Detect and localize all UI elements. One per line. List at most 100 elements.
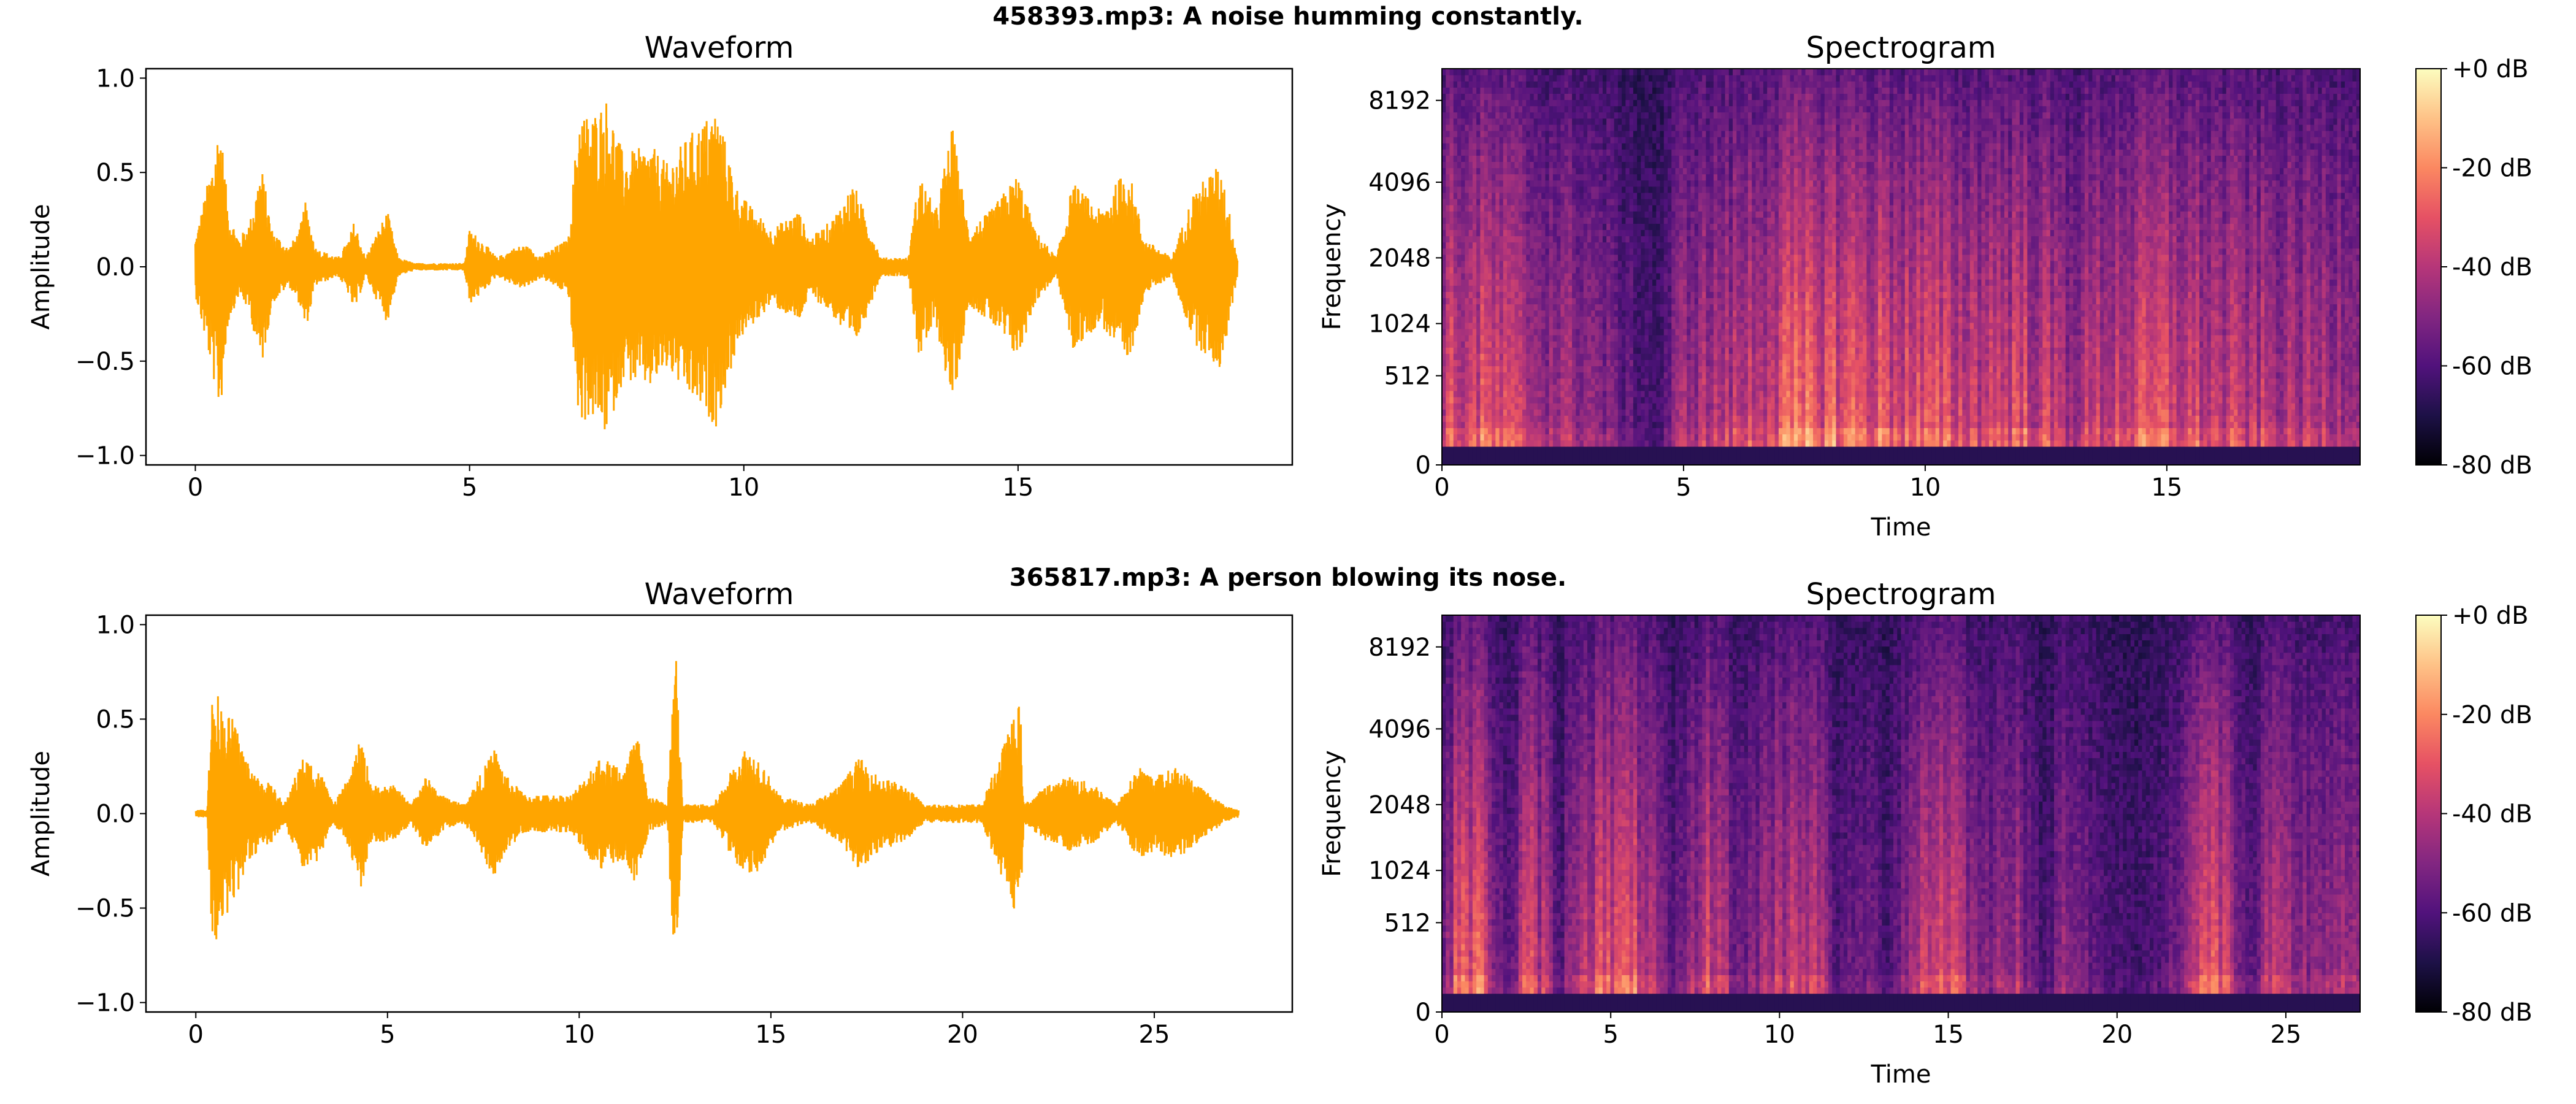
spectrogram-cell — [1656, 391, 1660, 397]
spectrogram-cell — [1702, 434, 1706, 441]
spectrogram-cell — [1530, 199, 1534, 205]
spectrogram-cell — [1580, 155, 1584, 162]
spectrogram-cell — [1702, 242, 1706, 249]
spectrogram-cell — [1633, 149, 1638, 156]
spectrogram-cell — [1729, 353, 1733, 360]
spectrogram-cell — [1618, 229, 1622, 236]
spectrogram-cell — [1515, 459, 1519, 466]
spectrogram-cell — [1469, 211, 1473, 218]
spectrogram-cell — [1515, 149, 1519, 156]
spectrogram-cell — [1660, 273, 1665, 280]
spectrogram-cell — [1664, 409, 1668, 416]
spectrogram-cell — [1595, 353, 1600, 360]
spectrogram-cell — [1484, 131, 1489, 137]
spectrogram-cell — [1695, 87, 1699, 94]
spectrogram-cell — [1706, 186, 1710, 193]
spectrogram-cell — [1698, 118, 1703, 125]
spectrogram-cell — [1698, 316, 1703, 323]
spectrogram-cell — [1560, 453, 1565, 459]
spectrogram-cell — [1519, 453, 1523, 459]
spectrogram-cell — [1660, 168, 1665, 175]
spectrogram-cell — [1495, 112, 1500, 119]
spectrogram-cell — [1446, 372, 1450, 379]
spectrogram-cell — [1495, 341, 1500, 348]
spectrogram-cell — [1484, 143, 1489, 150]
spectrogram-cell — [1599, 341, 1603, 348]
spectrogram-cell — [1622, 186, 1626, 193]
spectrogram-cell — [1675, 409, 1679, 416]
spectrogram-cell — [1649, 118, 1653, 125]
spectrogram-cell — [1660, 217, 1665, 224]
spectrogram-cell — [1530, 415, 1534, 422]
spectrogram-cell — [1690, 427, 1695, 434]
spectrogram-cell — [1733, 261, 1737, 267]
spectrogram-cell — [1584, 427, 1588, 434]
spectrogram-cell — [1557, 447, 1561, 453]
spectrogram-cell — [1473, 75, 1477, 82]
spectrogram-cell — [1671, 248, 1676, 255]
spectrogram-cell — [1484, 242, 1489, 249]
spectrogram-cell — [1480, 304, 1484, 311]
spectrogram-cell — [1476, 447, 1481, 453]
spectrogram-cell — [1729, 459, 1733, 466]
waveform-ytick-label: 0.5 — [96, 159, 135, 187]
spectrogram-cell — [1560, 149, 1565, 156]
spectrogram-cell — [1614, 391, 1619, 397]
spectrogram-cell — [1476, 310, 1481, 317]
spectrogram-cell — [1690, 131, 1695, 137]
spectrogram-cell — [1522, 391, 1527, 397]
spectrogram-cell — [1591, 267, 1595, 274]
spectrogram-cell — [1572, 236, 1576, 243]
spectrogram-cell — [1645, 427, 1649, 434]
spectrogram-cell — [1721, 403, 1725, 410]
spectrogram-cell — [1687, 155, 1691, 162]
spectrogram-cell — [1614, 137, 1619, 144]
spectrogram-cell — [1446, 459, 1450, 466]
spectrogram-cell — [1454, 385, 1458, 391]
spectrogram-cell — [1645, 372, 1649, 379]
spectrogram-cell — [1733, 310, 1737, 317]
spectrogram-cell — [1449, 217, 1454, 224]
spectrogram-cell — [1442, 168, 1446, 175]
waveform-ytick-label: 1.0 — [96, 64, 135, 93]
spectrogram-cell — [1572, 248, 1576, 255]
spectrogram-cell — [1565, 335, 1569, 342]
spectrogram-cell — [1584, 409, 1588, 416]
spectrogram-cell — [1511, 193, 1515, 199]
spectrogram-cell — [1714, 81, 1718, 88]
spectrogram-cell — [1736, 372, 1741, 379]
spectrogram-cell — [1637, 229, 1641, 236]
spectrogram-cell — [1679, 223, 1684, 230]
spectrogram-cell — [1695, 335, 1699, 342]
spectrogram-cell — [1457, 459, 1462, 466]
spectrogram-cell — [1729, 273, 1733, 280]
spectrogram-cell — [1656, 223, 1660, 230]
spectrogram-cell — [1584, 75, 1588, 82]
spectrogram-cell — [1469, 440, 1473, 447]
spectrogram-cell — [1572, 427, 1576, 434]
spectrogram-cell — [1484, 434, 1489, 441]
spectrogram-cell — [1706, 291, 1710, 298]
spectrogram-cell — [1610, 409, 1614, 416]
spectrogram-cell — [1717, 285, 1722, 292]
spectrogram-cell — [1572, 99, 1576, 106]
spectrogram-cell — [1683, 267, 1687, 274]
spectrogram-cell — [1625, 427, 1630, 434]
spectrogram-cell — [1476, 149, 1481, 156]
spectrogram-cell — [1461, 118, 1465, 125]
spectrogram-cell — [1614, 279, 1619, 286]
spectrogram-cell — [1599, 291, 1603, 298]
spectrogram-cell — [1591, 273, 1595, 280]
spectrogram-cell — [1599, 118, 1603, 125]
spectrogram-cell — [1572, 459, 1576, 466]
spectrogram-cell — [1645, 211, 1649, 218]
spectrogram-cell — [1469, 372, 1473, 379]
spectrogram-cell — [1587, 409, 1592, 416]
spectrogram-cell — [1584, 125, 1588, 131]
spectrogram-cell — [1599, 261, 1603, 267]
spectrogram-cell — [1641, 397, 1645, 404]
spectrogram-cell — [1618, 236, 1622, 243]
spectrogram-cell — [1641, 131, 1645, 137]
spectrogram-cell — [1671, 125, 1676, 131]
spectrogram-cell — [1538, 434, 1542, 441]
